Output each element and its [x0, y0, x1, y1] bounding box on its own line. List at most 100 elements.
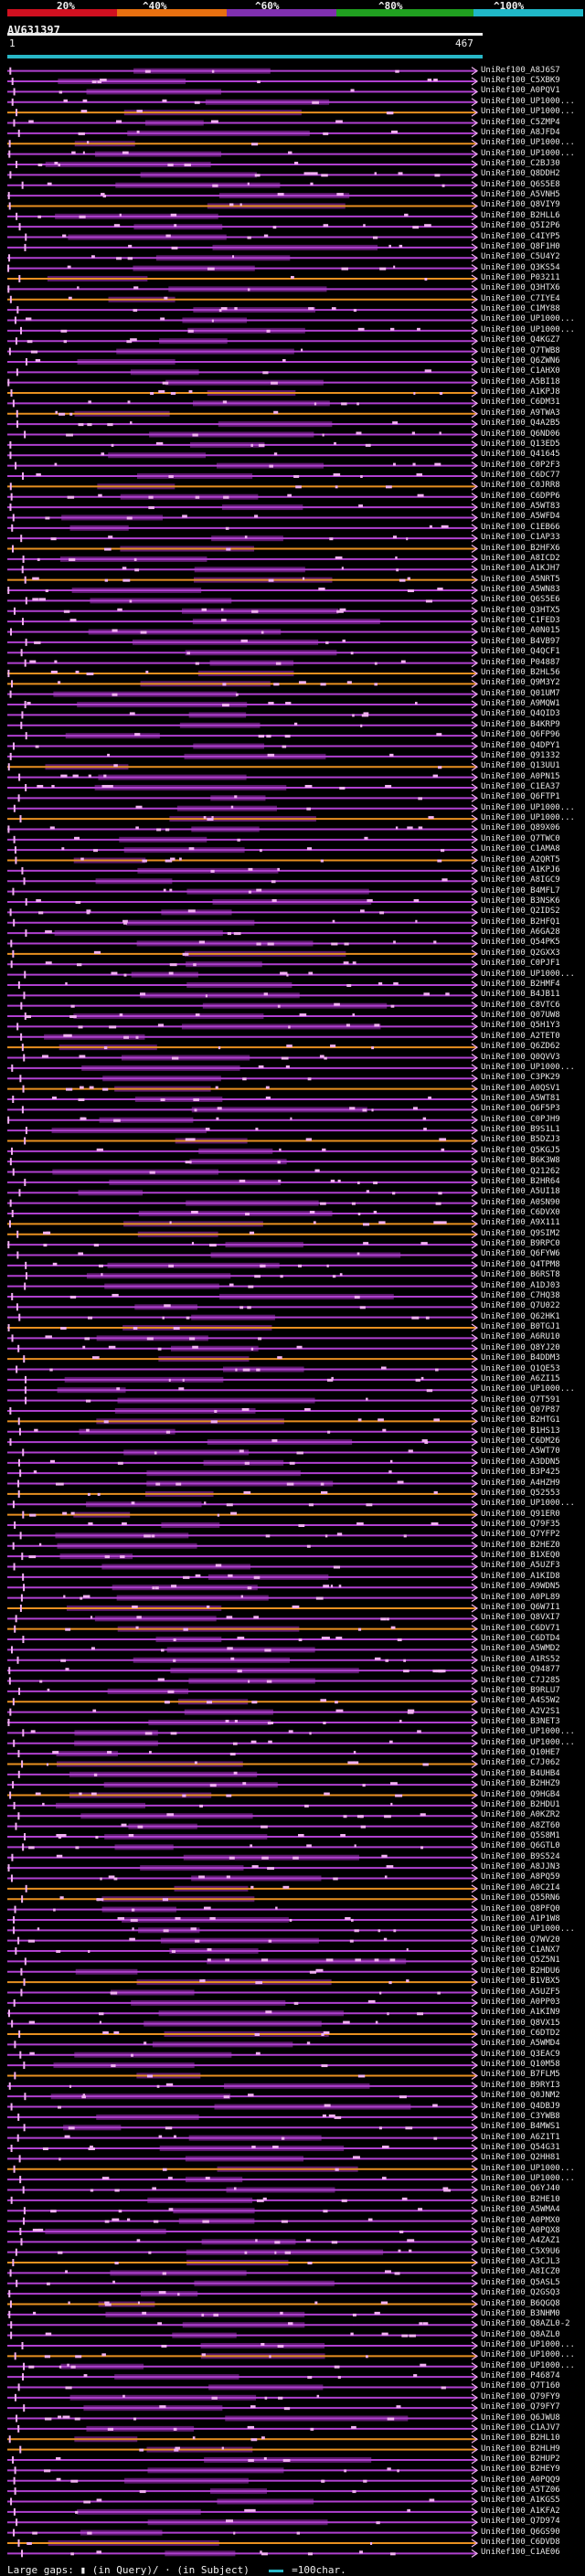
- hit-label[interactable]: UniRef100_Q2IDS2: [481, 906, 560, 917]
- hit-label[interactable]: UniRef100_Q55RN6: [481, 1893, 560, 1903]
- hit-label[interactable]: UniRef100_C1EB66: [481, 522, 560, 532]
- hit-label[interactable]: UniRef100_C6DV71: [481, 1623, 560, 1633]
- hit-label[interactable]: UniRef100_UP1000...: [481, 314, 575, 324]
- hit-label[interactable]: UniRef100_Q5KGJ5: [481, 1145, 560, 1155]
- hit-label[interactable]: UniRef100_Q07UW8: [481, 1011, 560, 1021]
- hit-label[interactable]: UniRef100_Q5I2P6: [481, 221, 560, 231]
- hit-label[interactable]: UniRef100_A9MQW1: [481, 699, 560, 709]
- hit-label[interactable]: UniRef100_C5X9U6: [481, 2246, 560, 2256]
- hit-label[interactable]: UniRef100_C4IYP5: [481, 231, 560, 241]
- hit-label[interactable]: UniRef100_A1RS52: [481, 1654, 560, 1664]
- hit-label[interactable]: UniRef100_B4UHB4: [481, 1768, 560, 1778]
- hit-label[interactable]: UniRef100_B9RPC0: [481, 1239, 560, 1249]
- hit-label[interactable]: UniRef100_A5UZF3: [481, 1561, 560, 1571]
- hit-label[interactable]: UniRef100_B1VBX5: [481, 1977, 560, 1987]
- hit-label[interactable]: UniRef100_B2HUP2: [481, 2454, 560, 2465]
- hit-label[interactable]: UniRef100_Q6GTL0: [481, 1841, 560, 1851]
- hit-label[interactable]: UniRef100_UP1000...: [481, 107, 575, 117]
- hit-label[interactable]: UniRef100_C0PJH9: [481, 1114, 560, 1124]
- hit-label[interactable]: UniRef100_Q1QE53: [481, 1363, 560, 1373]
- hit-label[interactable]: UniRef100_B3NSK6: [481, 896, 560, 906]
- hit-label[interactable]: UniRef100_Q7TWB8: [481, 345, 560, 355]
- hit-label[interactable]: UniRef100_A2QRT5: [481, 854, 560, 864]
- hit-label[interactable]: UniRef100_Q41645: [481, 450, 560, 460]
- hit-label[interactable]: UniRef100_A5WT83: [481, 502, 560, 512]
- hit-label[interactable]: UniRef100_Q7T160: [481, 2381, 560, 2391]
- hit-label[interactable]: UniRef100_Q6W7I1: [481, 1602, 560, 1612]
- hit-label[interactable]: UniRef100_B6K3W8: [481, 1156, 560, 1166]
- hit-label[interactable]: UniRef100_A2V2S1: [481, 1706, 560, 1716]
- hit-label[interactable]: UniRef100_Q4KGZ7: [481, 335, 560, 345]
- hit-label[interactable]: UniRef100_Q9SIM2: [481, 1228, 560, 1238]
- hit-label[interactable]: UniRef100_C1AJV7: [481, 2422, 560, 2433]
- hit-label[interactable]: UniRef100_C3YWB8: [481, 2111, 560, 2121]
- hit-label[interactable]: UniRef100_Q0JNM2: [481, 2091, 560, 2101]
- hit-label[interactable]: UniRef100_A2TET0: [481, 1031, 560, 1041]
- hit-label[interactable]: UniRef100_C2BJ30: [481, 158, 560, 168]
- hit-label[interactable]: UniRef100_Q8PFQ0: [481, 1903, 560, 1913]
- hit-label[interactable]: UniRef100_A0PQX8: [481, 2225, 560, 2235]
- hit-label[interactable]: UniRef100_Q13UU1: [481, 761, 560, 771]
- hit-label[interactable]: UniRef100_C7HQ38: [481, 1290, 560, 1300]
- hit-label[interactable]: UniRef100_A5WT81: [481, 1093, 560, 1103]
- hit-label[interactable]: UniRef100_C1ANX7: [481, 1945, 560, 1956]
- hit-label[interactable]: UniRef100_A6Z1T1: [481, 2132, 560, 2142]
- hit-label[interactable]: UniRef100_A6GA28: [481, 928, 560, 938]
- hit-label[interactable]: UniRef100_C1AP33: [481, 533, 560, 543]
- hit-label[interactable]: UniRef100_Q2GXX3: [481, 948, 560, 958]
- hit-label[interactable]: UniRef100_Q3HTX6: [481, 283, 560, 293]
- hit-label[interactable]: UniRef100_A3DDN5: [481, 1457, 560, 1467]
- hit-label[interactable]: UniRef100_A0PMX0: [481, 2215, 560, 2225]
- hit-label[interactable]: UniRef100_B2HE10: [481, 2194, 560, 2204]
- hit-label[interactable]: UniRef100_Q10M58: [481, 2060, 560, 2070]
- hit-label[interactable]: UniRef100_P46874: [481, 2371, 560, 2381]
- hit-label[interactable]: UniRef100_Q94877: [481, 1665, 560, 1675]
- hit-label[interactable]: UniRef100_A0PP03: [481, 1997, 560, 2007]
- hit-label[interactable]: UniRef100_C6DVD8: [481, 2537, 560, 2547]
- hit-label[interactable]: UniRef100_Q6ZD62: [481, 1042, 560, 1052]
- hit-label[interactable]: UniRef100_A8J6S7: [481, 65, 560, 75]
- hit-label[interactable]: UniRef100_A0QSV1: [481, 1083, 560, 1093]
- hit-label[interactable]: UniRef100_Q4TPM8: [481, 1259, 560, 1269]
- hit-label[interactable]: UniRef100_B0TGJ1: [481, 1322, 560, 1332]
- hit-label[interactable]: UniRef100_Q54G31: [481, 2143, 560, 2153]
- hit-label[interactable]: UniRef100_Q9HGB4: [481, 1789, 560, 1799]
- hit-label[interactable]: UniRef100_C6DM31: [481, 398, 560, 408]
- hit-label[interactable]: UniRef100_Q7T591: [481, 1394, 560, 1405]
- hit-label[interactable]: UniRef100_A0SN90: [481, 1197, 560, 1207]
- hit-label[interactable]: UniRef100_A5TZ06: [481, 2486, 560, 2496]
- hit-label[interactable]: UniRef100_A9WDN5: [481, 1582, 560, 1592]
- hit-label[interactable]: UniRef100_B2HEZ0: [481, 1540, 560, 1550]
- hit-label[interactable]: UniRef100_A5BI18: [481, 376, 560, 387]
- hit-label[interactable]: UniRef100_B5DZJ3: [481, 1135, 560, 1145]
- hit-label[interactable]: UniRef100_B2HFX6: [481, 543, 560, 553]
- hit-label[interactable]: UniRef100_B4VB97: [481, 636, 560, 646]
- hit-label[interactable]: UniRef100_UP1000...: [481, 2360, 575, 2370]
- hit-label[interactable]: UniRef100_Q79FY9: [481, 2391, 560, 2401]
- hit-label[interactable]: UniRef100_Q8VX15: [481, 2018, 560, 2028]
- hit-label[interactable]: UniRef100_A4HZH9: [481, 1478, 560, 1488]
- hit-label[interactable]: UniRef100_UP1000...: [481, 2339, 575, 2349]
- hit-label[interactable]: UniRef100_Q5H1Y3: [481, 1021, 560, 1031]
- hit-label[interactable]: UniRef100_A8IGC9: [481, 875, 560, 885]
- hit-label[interactable]: UniRef100_Q8AZL0: [481, 2329, 560, 2339]
- hit-label[interactable]: UniRef100_Q8YJ20: [481, 1342, 560, 1352]
- hit-label[interactable]: UniRef100_A5VNH5: [481, 190, 560, 200]
- hit-label[interactable]: UniRef100_A5WFD4: [481, 512, 560, 522]
- hit-label[interactable]: UniRef100_Q07P87: [481, 1405, 560, 1415]
- hit-label[interactable]: UniRef100_C7IYE4: [481, 293, 560, 303]
- hit-label[interactable]: UniRef100_UP1000...: [481, 813, 575, 823]
- hit-label[interactable]: UniRef100_Q62HK1: [481, 1311, 560, 1321]
- hit-label[interactable]: UniRef100_Q5Z5N1: [481, 1956, 560, 1966]
- hit-label[interactable]: UniRef100_Q4DBJ9: [481, 2101, 560, 2111]
- hit-label[interactable]: UniRef100_C0PJF1: [481, 959, 560, 969]
- hit-label[interactable]: UniRef100_C1AMA8: [481, 844, 560, 854]
- hit-label[interactable]: UniRef100_Q89X06: [481, 823, 560, 833]
- hit-label[interactable]: UniRef100_Q7YFP2: [481, 1530, 560, 1540]
- hit-label[interactable]: UniRef100_C6DTD4: [481, 1634, 560, 1644]
- hit-label[interactable]: UniRef100_A0PQV1: [481, 86, 560, 96]
- hit-label[interactable]: UniRef100_B4MFL7: [481, 885, 560, 896]
- hit-label[interactable]: UniRef100_A1KJH7: [481, 564, 560, 574]
- hit-label[interactable]: UniRef100_A8ICD2: [481, 553, 560, 563]
- hit-label[interactable]: UniRef100_UP1000...: [481, 1384, 575, 1394]
